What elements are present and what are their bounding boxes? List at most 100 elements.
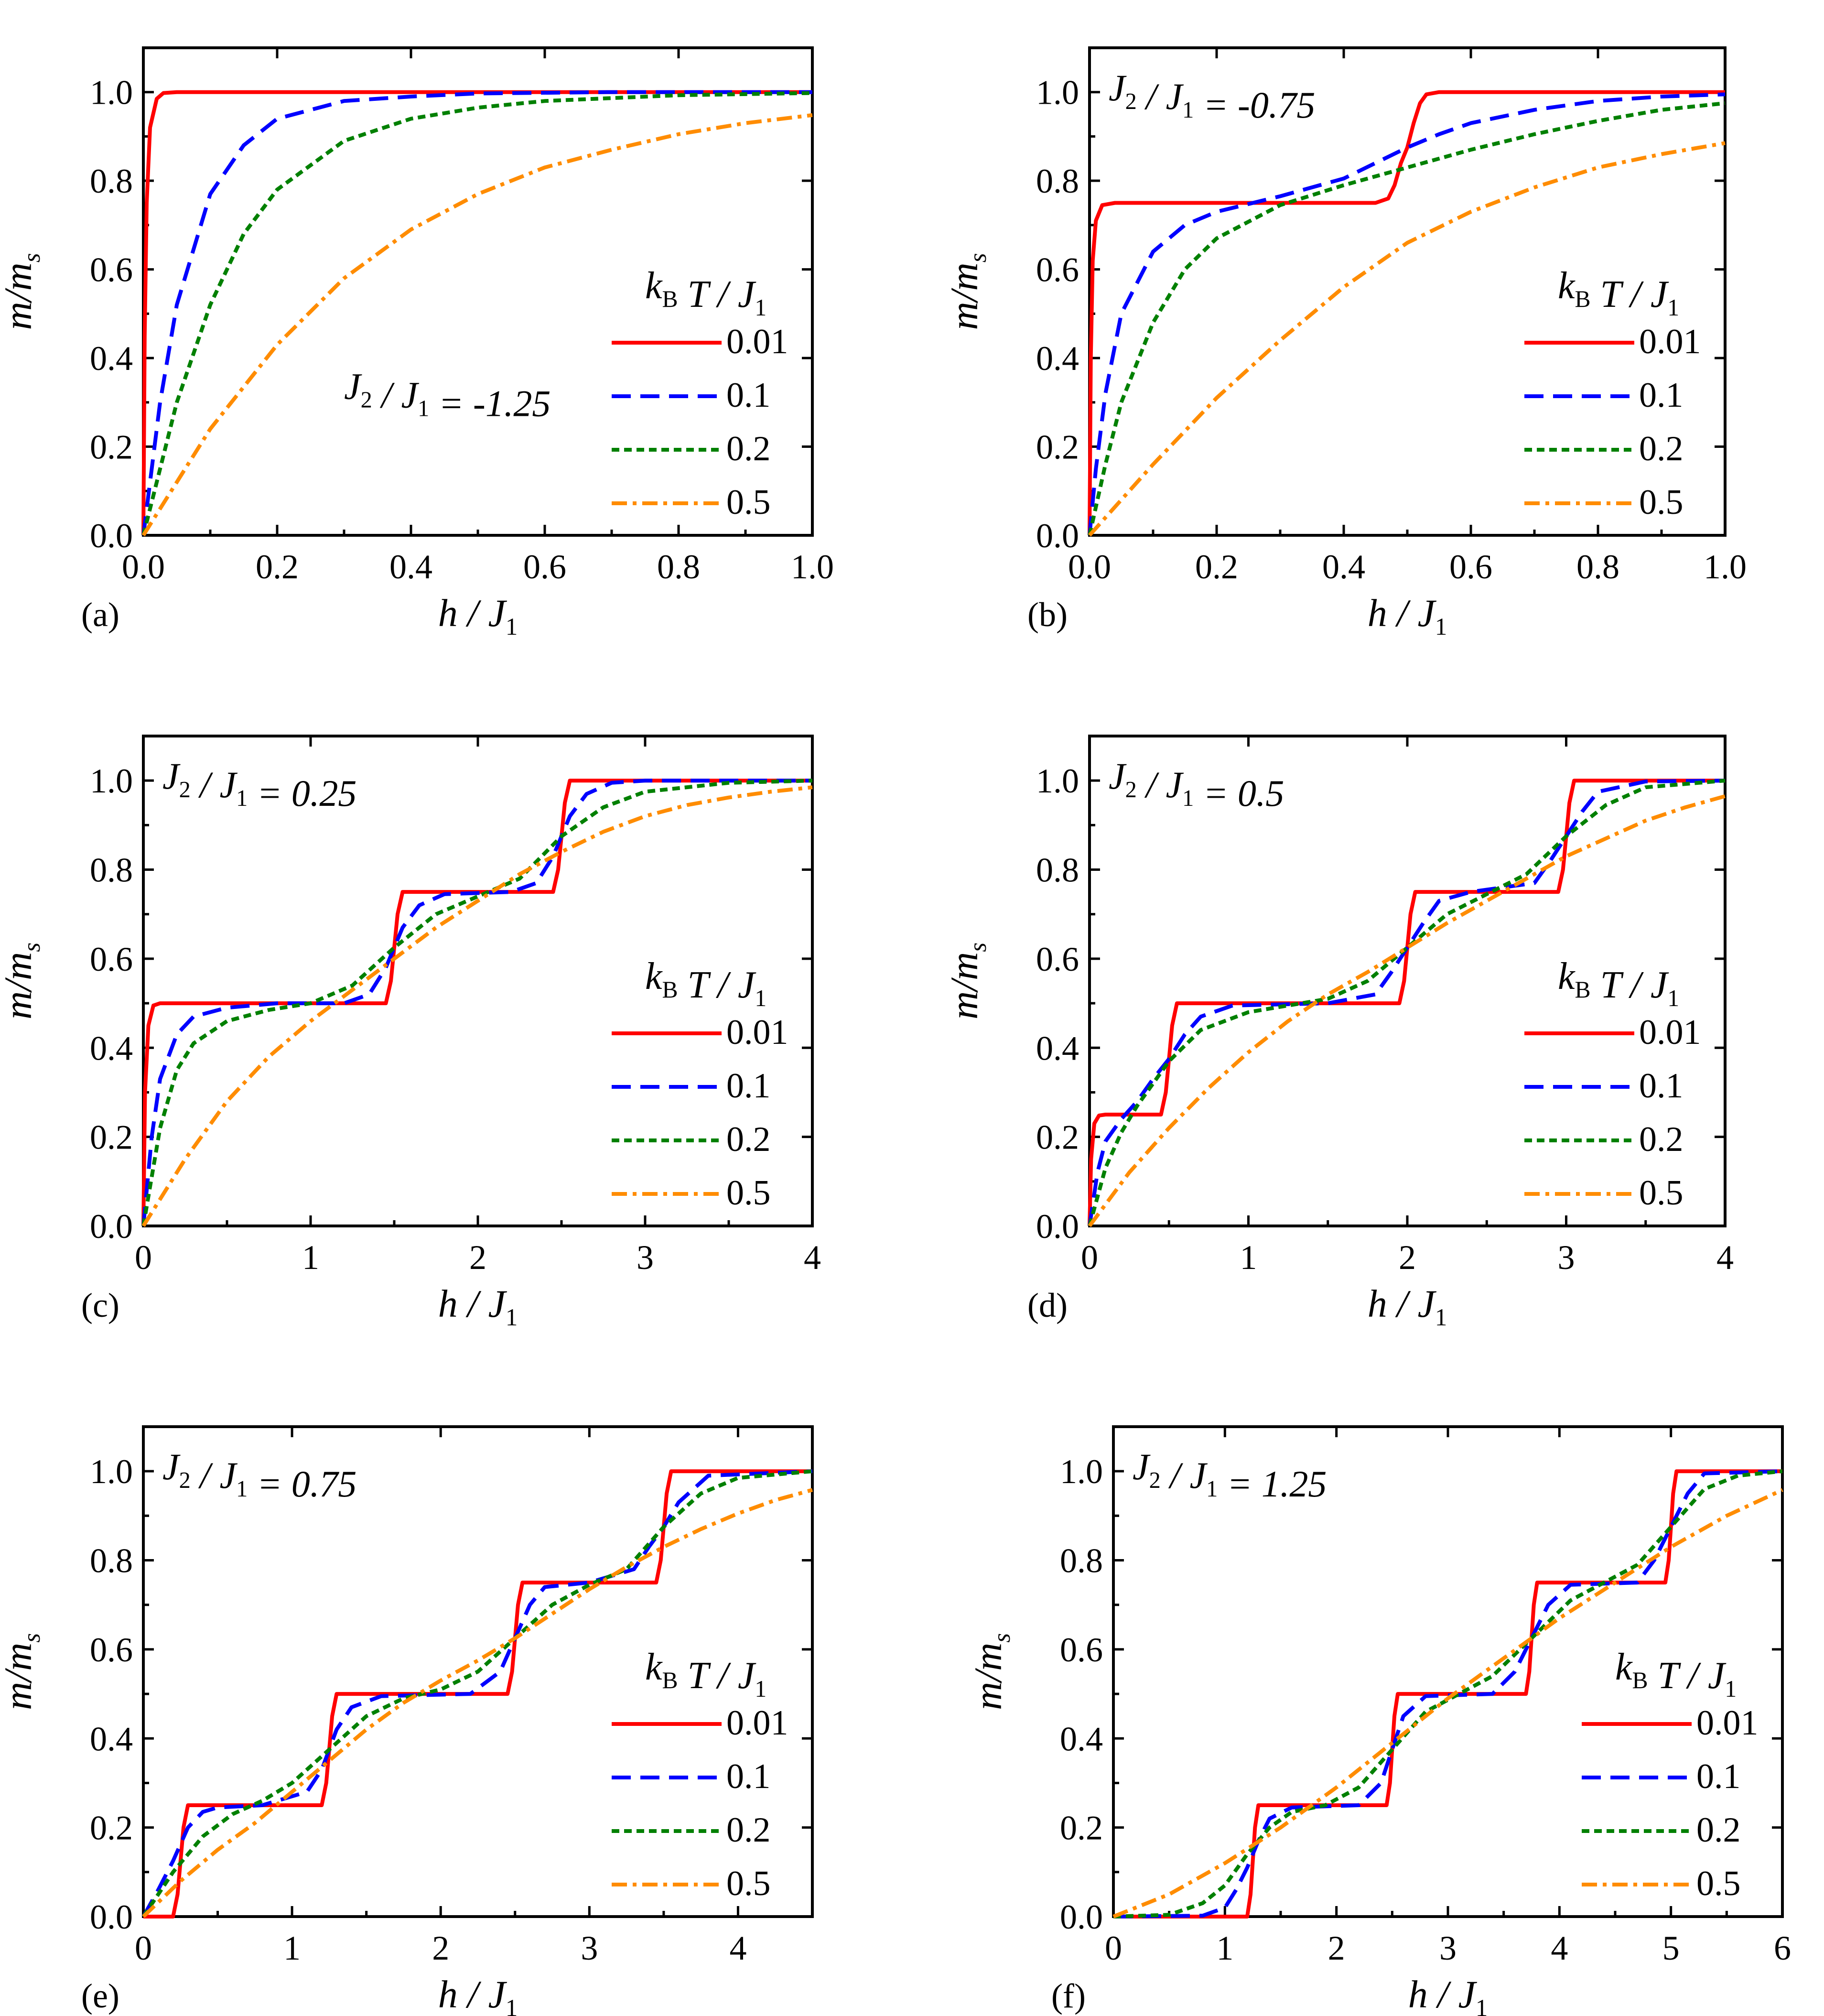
chart-panel-3: 0 1 2 3 4 0.0 0.2 0.4 0.6 0.8 1.0 h / J1 m/ms (c) J2 /… <box>0 735 821 1331</box>
y-tick-label: 0.0 <box>90 517 133 555</box>
series-line-0.01 <box>141 779 812 1226</box>
legend-title: kB T / J1 <box>1615 1646 1737 1702</box>
y-tick-label: 0.0 <box>1036 517 1079 555</box>
series-line-0.2 <box>1088 101 1726 536</box>
plot-frame <box>142 1425 814 1918</box>
series-line-0.5 <box>142 1488 813 1918</box>
x-tick-label: 0.8 <box>657 548 700 586</box>
x-tick-label: 3 <box>1439 1929 1457 1967</box>
x-axis-label: h / J1 <box>1408 1973 1488 2016</box>
y-axis-label: m/ms <box>0 943 45 1019</box>
x-tick-label: 1 <box>283 1929 301 1967</box>
series-line-0.5 <box>1088 794 1726 1227</box>
legend-label: 0.1 <box>1696 1757 1741 1796</box>
y-tick-label: 0.0 <box>90 1898 133 1936</box>
panel-label: (d) <box>1027 1286 1068 1324</box>
panel-label: (f) <box>1051 1977 1086 2015</box>
x-axis-label: h / J1 <box>438 1282 518 1331</box>
panel-label: (a) <box>81 596 119 634</box>
y-tick-label: 0.4 <box>1036 339 1079 378</box>
y-tick-label: 1.0 <box>90 762 133 800</box>
parameter-annotation: J2 / J1 = -1.25 <box>344 365 550 424</box>
legend-label: 0.2 <box>1639 1120 1684 1159</box>
y-axis-label: m/ms <box>942 253 991 330</box>
chart-panel-6: 0 1 2 3 4 5 6 0.0 0.2 0.4 0.6 0.8 1.0 h / J1 m/ms (f) J2… <box>966 1425 1791 2016</box>
series-line-0.2 <box>1088 779 1726 1227</box>
y-axis-label: m/ms <box>0 253 45 330</box>
y-tick-label: 0.8 <box>90 162 133 200</box>
legend-label: 0.01 <box>726 1703 788 1743</box>
x-tick-label: 3 <box>1558 1238 1575 1277</box>
series-line-0.5 <box>141 785 813 1227</box>
parameter-annotation: J2 / J1 = 0.25 <box>162 755 356 814</box>
series-line-0.01 <box>1088 779 1725 1226</box>
x-tick-label: 4 <box>729 1929 746 1967</box>
legend-title: kB T / J1 <box>645 265 766 321</box>
series-line-0.01 <box>1088 90 1725 536</box>
x-tick-label: 4 <box>1716 1238 1734 1277</box>
y-tick-label: 0.6 <box>1036 251 1079 289</box>
x-tick-label: 0.8 <box>1576 548 1619 586</box>
legend-title: kB T / J1 <box>1558 955 1679 1011</box>
x-tick-label: 2 <box>1399 1238 1416 1277</box>
legend-label: 0.1 <box>1639 1066 1684 1106</box>
series-line-0.1 <box>1088 779 1726 1226</box>
x-tick-label: 0.0 <box>122 548 165 586</box>
x-axis-label: h / J1 <box>1368 1282 1447 1331</box>
y-tick-label: 0.4 <box>90 1029 133 1067</box>
chart-panel-2: 0.0 0.2 0.4 0.6 0.8 1.0 0.0 0.2 0.4 0.6 0.8 1.0 h / … <box>942 46 1747 640</box>
x-axis-label: h / J1 <box>1368 591 1447 640</box>
x-tick-label: 2 <box>469 1238 486 1277</box>
legend-label: 0.5 <box>1639 1173 1684 1213</box>
y-tick-label: 0.4 <box>90 339 133 378</box>
y-tick-label: 0.2 <box>1060 1809 1103 1847</box>
legend-label: 0.01 <box>1639 322 1701 361</box>
series-line-0.1 <box>141 90 812 536</box>
legend-label: 0.01 <box>1696 1703 1759 1743</box>
legend-label: 0.01 <box>1639 1013 1701 1052</box>
x-tick-label: 0.6 <box>1449 548 1492 586</box>
x-tick-label: 0.4 <box>1322 548 1365 586</box>
y-tick-label: 1.0 <box>1036 762 1079 800</box>
x-tick-label: 2 <box>1328 1929 1345 1967</box>
y-tick-label: 0.2 <box>90 428 133 466</box>
legend-title: kB T / J1 <box>645 955 766 1011</box>
y-tick-label: 0.6 <box>1036 940 1079 978</box>
chart-panel-1: 0.0 0.2 0.4 0.6 0.8 1.0 0.0 0.2 0.4 0.6 0.8 1.0 h / … <box>0 46 834 640</box>
chart-panel-5: 0 1 2 3 4 0.0 0.2 0.4 0.6 0.8 1.0 h / J1 m/ms (e) J2 /… <box>0 1425 814 2016</box>
x-tick-label: 0.6 <box>523 548 566 586</box>
x-tick-label: 0.2 <box>256 548 299 586</box>
panel-label: (b) <box>1027 596 1068 634</box>
y-axis-label: m/ms <box>0 1633 45 1710</box>
y-tick-label: 0.8 <box>90 851 133 889</box>
legend-label: 0.2 <box>1696 1810 1741 1850</box>
legend-label: 0.01 <box>726 322 788 361</box>
legend-label: 0.2 <box>726 1120 771 1159</box>
x-tick-label: 3 <box>581 1929 598 1967</box>
legend-label: 0.2 <box>726 429 771 468</box>
series-line-0.2 <box>141 1469 813 1918</box>
x-axis-label: h / J1 <box>438 1973 518 2016</box>
panel-label: (e) <box>81 1977 119 2015</box>
legend-label: 0.2 <box>1639 429 1684 468</box>
series-line-0.2 <box>1113 1469 1783 1918</box>
x-tick-label: 2 <box>432 1929 449 1967</box>
series-line-0.5 <box>141 113 813 537</box>
parameter-annotation: J2 / J1 = -0.75 <box>1109 67 1315 126</box>
series-line-0.1 <box>141 1469 813 1918</box>
panel-label: (c) <box>81 1286 119 1324</box>
x-tick-label: 5 <box>1662 1929 1680 1967</box>
legend-title: kB T / J1 <box>645 1646 766 1702</box>
y-tick-label: 0.2 <box>1036 428 1079 466</box>
series-line-0.5 <box>1088 141 1726 537</box>
y-tick-label: 1.0 <box>1036 74 1079 112</box>
y-tick-label: 0.8 <box>1036 162 1079 200</box>
y-tick-label: 0.2 <box>90 1118 133 1157</box>
legend-label: 0.01 <box>726 1013 788 1052</box>
legend-label: 0.5 <box>1639 483 1684 522</box>
y-tick-label: 0.0 <box>1060 1898 1103 1936</box>
x-tick-label: 0.0 <box>1068 548 1111 586</box>
legend-label: 0.5 <box>726 483 771 522</box>
series-line-0.2 <box>141 91 813 536</box>
